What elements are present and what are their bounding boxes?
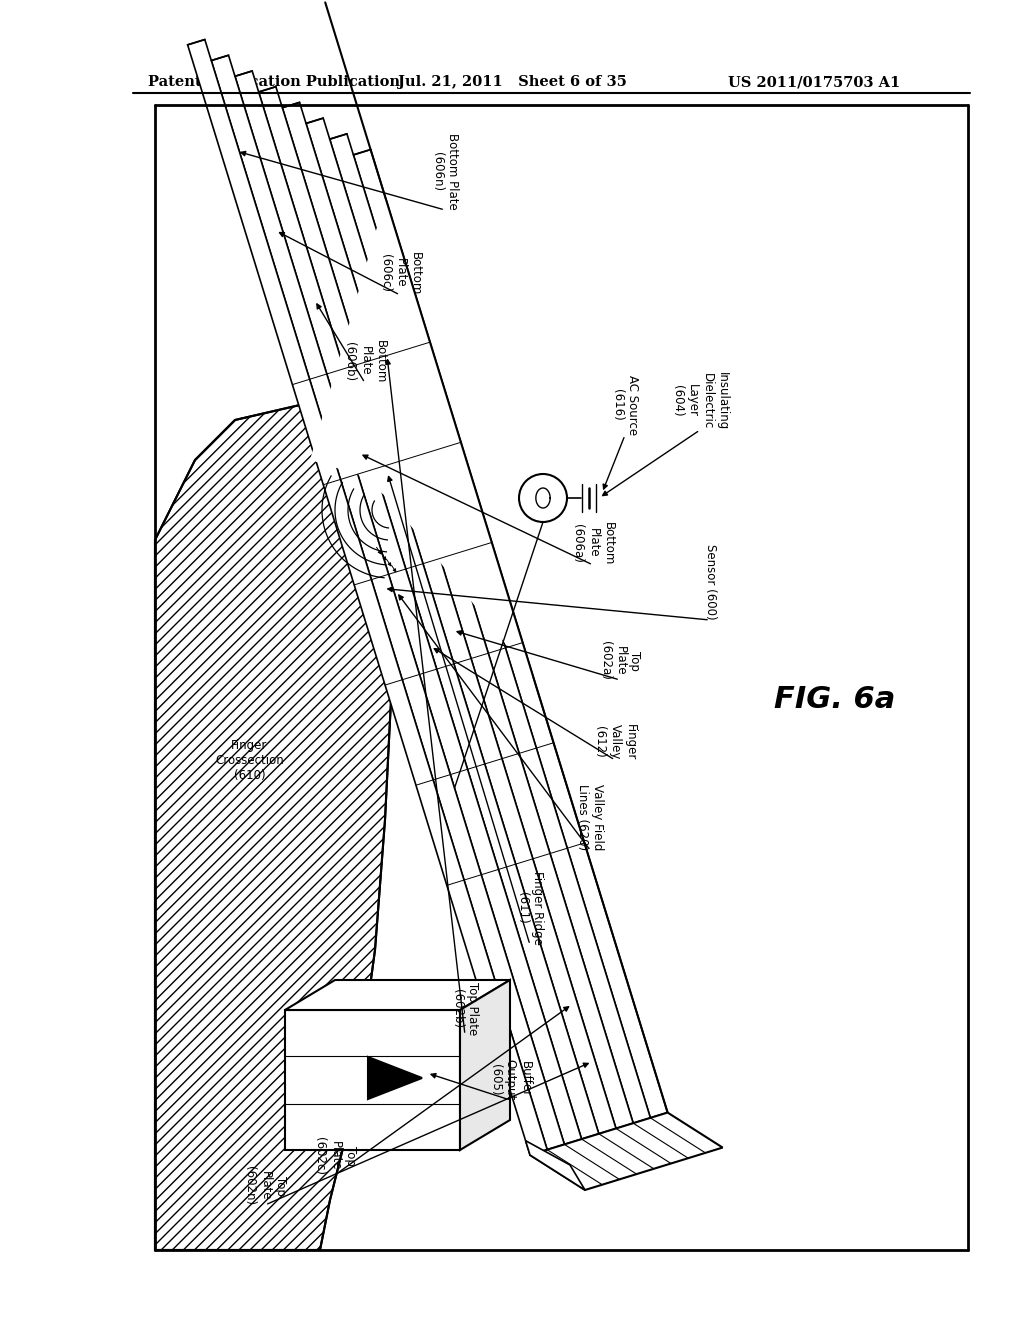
Polygon shape xyxy=(285,979,510,1010)
Polygon shape xyxy=(460,979,510,1150)
Text: US 2011/0175703 A1: US 2011/0175703 A1 xyxy=(728,75,900,88)
Text: FIG. 6a: FIG. 6a xyxy=(774,685,896,714)
Text: Buffer
Output
(605): Buffer Output (605) xyxy=(488,1059,531,1100)
Text: Top
Plate
(602a): Top Plate (602a) xyxy=(598,642,641,680)
Polygon shape xyxy=(306,117,633,1129)
Polygon shape xyxy=(353,149,668,1118)
Polygon shape xyxy=(259,87,599,1139)
Polygon shape xyxy=(525,1140,585,1191)
Polygon shape xyxy=(310,198,534,680)
Text: Valley Field
Lines (620): Valley Field Lines (620) xyxy=(575,784,604,850)
Text: Finger
Crossection
(610): Finger Crossection (610) xyxy=(215,738,284,781)
Text: Finger Ridge
(611): Finger Ridge (611) xyxy=(516,871,544,945)
Text: Insulating
Dielectric
Layer
(604): Insulating Dielectric Layer (604) xyxy=(671,372,729,430)
Polygon shape xyxy=(285,1010,460,1150)
Text: Sensor (600): Sensor (600) xyxy=(703,544,717,620)
Polygon shape xyxy=(234,71,582,1144)
Polygon shape xyxy=(368,1057,422,1100)
Text: Top Plate
(602b): Top Plate (602b) xyxy=(451,982,479,1035)
Text: Finger
Valley
(612): Finger Valley (612) xyxy=(594,723,637,760)
Polygon shape xyxy=(155,405,400,1250)
Text: Top
Plate
(602c): Top Plate (602c) xyxy=(313,1137,356,1175)
Text: Jul. 21, 2011   Sheet 6 of 35: Jul. 21, 2011 Sheet 6 of 35 xyxy=(397,75,627,88)
Polygon shape xyxy=(187,40,547,1155)
Text: AC Source
(616): AC Source (616) xyxy=(611,375,639,436)
Polygon shape xyxy=(530,1113,723,1191)
Text: Bottom
Plate
(606c): Bottom Plate (606c) xyxy=(379,252,422,294)
Text: Bottom Plate
(606n): Bottom Plate (606n) xyxy=(431,133,459,210)
Circle shape xyxy=(519,474,567,521)
Text: Top
Plate
(602n): Top Plate (602n) xyxy=(244,1166,287,1205)
Text: Bottom
Plate
(606a): Bottom Plate (606a) xyxy=(571,521,614,565)
Polygon shape xyxy=(330,133,650,1123)
Text: Patent Application Publication: Patent Application Publication xyxy=(148,75,400,88)
Text: Bottom
Plate
(606b): Bottom Plate (606b) xyxy=(343,339,386,383)
Polygon shape xyxy=(211,55,564,1150)
Polygon shape xyxy=(283,103,616,1134)
